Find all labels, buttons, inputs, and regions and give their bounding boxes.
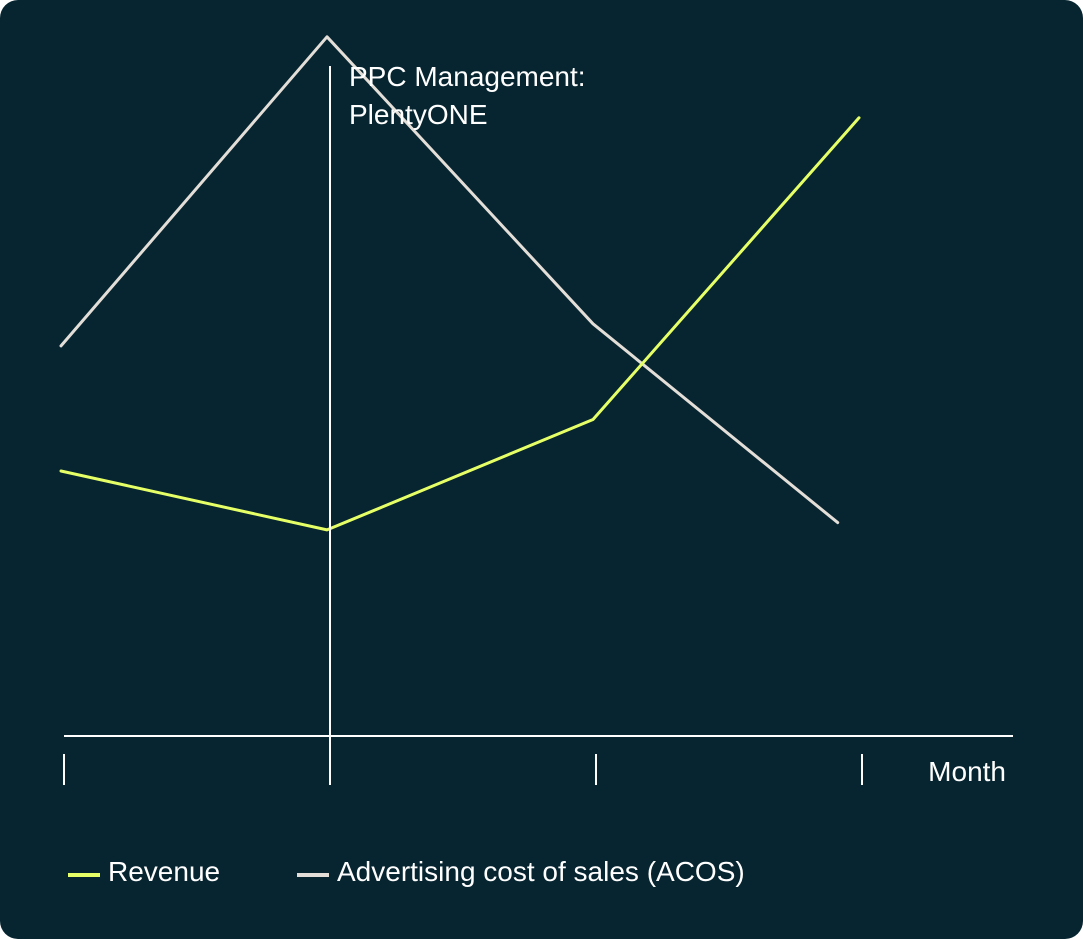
annotation-label-line-2: PlentyONE <box>349 99 488 130</box>
x-axis-ticks <box>63 754 863 785</box>
annotation-label-line-1: PPC Management: <box>349 61 586 92</box>
series-line-acos <box>59 35 840 525</box>
chart-marks <box>59 35 861 532</box>
legend-label-acos: Advertising cost of sales (ACOS) <box>337 856 745 887</box>
x-axis-label: Month <box>928 756 1006 787</box>
series-line-revenue <box>59 116 861 532</box>
legend-label-revenue: Revenue <box>108 856 220 887</box>
legend: Revenue Advertising cost of sales (ACOS) <box>68 856 745 887</box>
